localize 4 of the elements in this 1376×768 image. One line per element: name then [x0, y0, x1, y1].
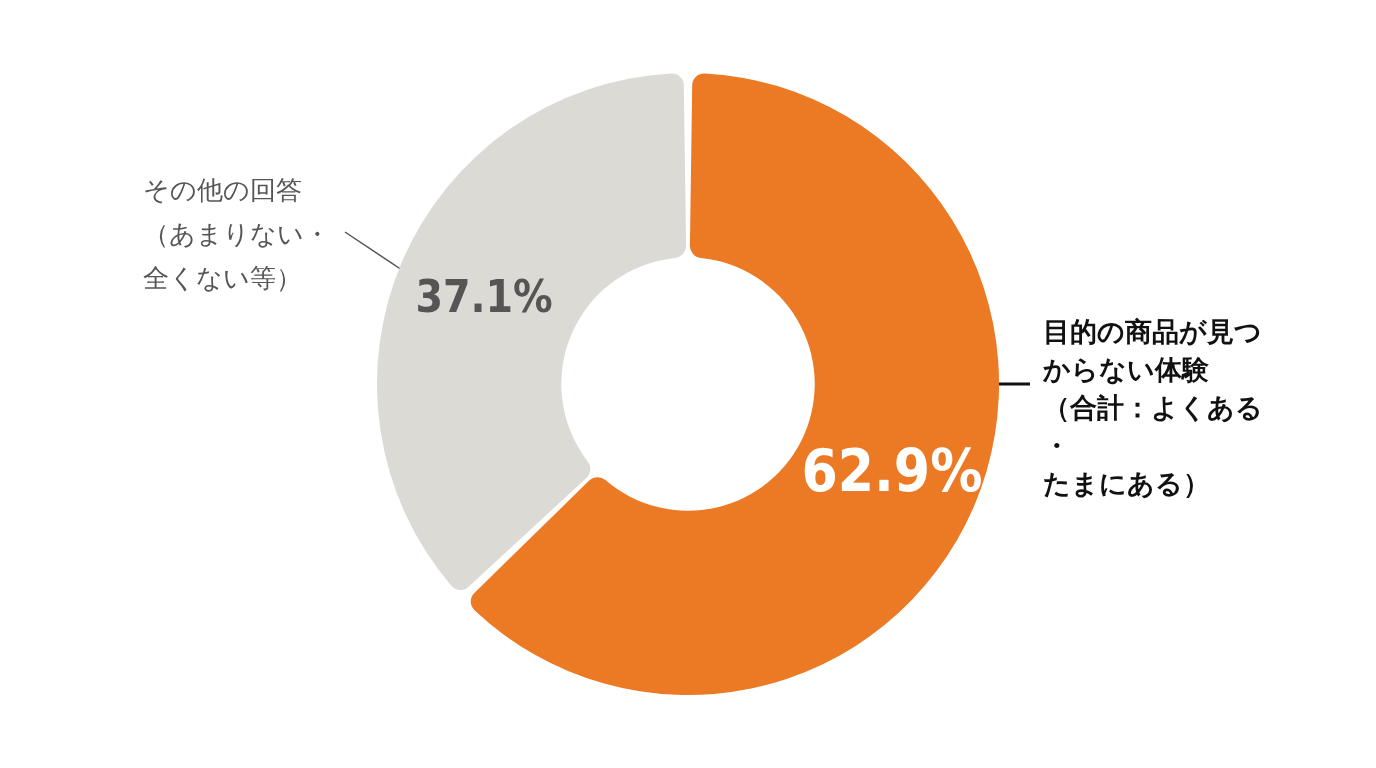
data-label: 37.1% — [415, 271, 553, 323]
slice-label: その他の回答（あまりない・全くない等） — [143, 175, 330, 293]
slice-label: 目的の商品が見つからない体験（合計：よくある・たまにある） — [1042, 315, 1263, 499]
data-label: 62.9% — [801, 437, 983, 506]
